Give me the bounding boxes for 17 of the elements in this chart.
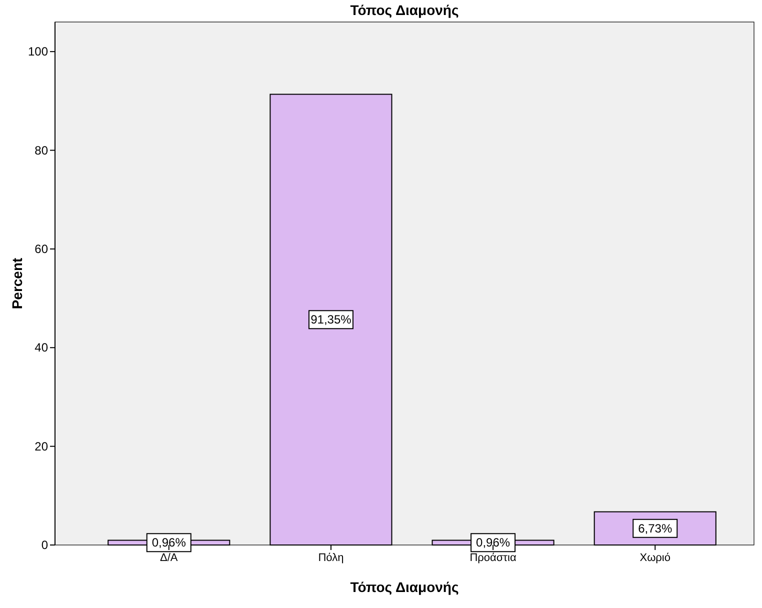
data-label: 0,96% <box>476 536 510 550</box>
y-tick-label: 20 <box>34 439 48 454</box>
y-axis-title: Percent <box>9 257 25 310</box>
data-label: 91,35% <box>310 312 352 327</box>
x-tick-label: Δ/Α <box>160 552 178 564</box>
y-tick-label: 0 <box>41 538 48 552</box>
x-axis-title: Τόπος Διαμονής <box>350 579 459 595</box>
x-tick-label: Προάστια <box>470 552 517 564</box>
x-tick-label: Πόλη <box>318 552 344 564</box>
y-tick-label: 40 <box>34 340 48 355</box>
y-tick-label: 80 <box>34 143 48 158</box>
data-label: 6,73% <box>638 521 672 536</box>
data-label: 0,96% <box>152 536 186 550</box>
y-tick-label: 60 <box>34 242 48 256</box>
x-tick-label: Χωριό <box>640 552 670 564</box>
chart-title: Τόπος Διαμονής <box>350 2 459 18</box>
y-tick-label: 100 <box>28 44 48 59</box>
